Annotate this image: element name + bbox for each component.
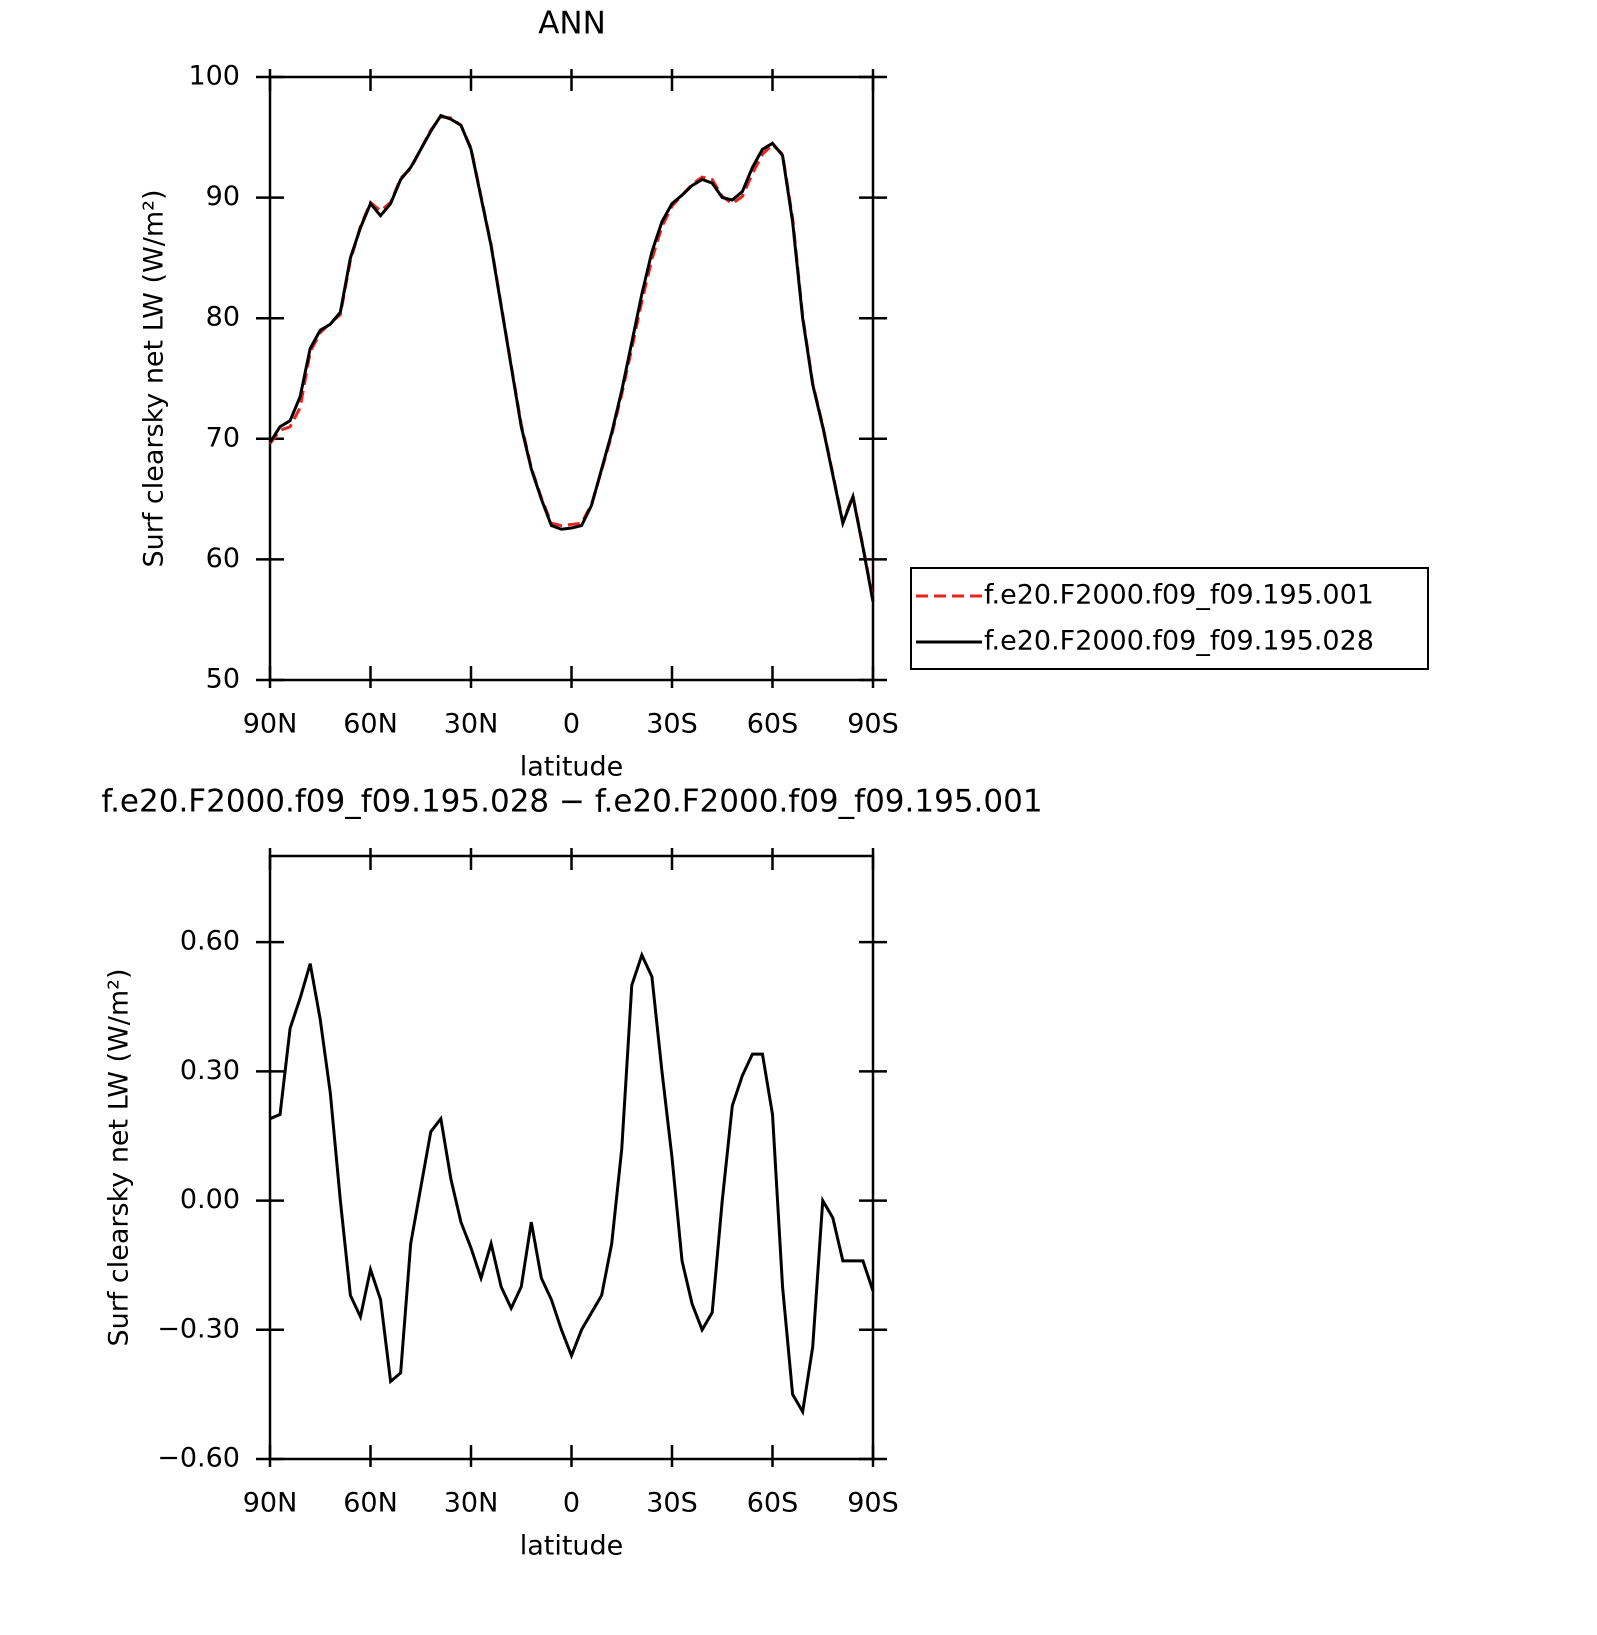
x-tick-label: 90N (243, 709, 298, 740)
chart-title: ANN (538, 6, 606, 42)
x-tick-label: 60S (747, 709, 799, 740)
y-axis-label: Surf clearsky net LW (W/m²) (104, 968, 135, 1346)
y-tick-label: 80 (206, 302, 240, 333)
x-tick-label: 0 (563, 1488, 580, 1519)
data-line (269, 951, 875, 1417)
x-tick-label: 90S (847, 1488, 899, 1519)
chart-title: f.e20.F2000.f09_f09.195.028 − f.e20.F200… (101, 784, 1042, 820)
x-tick-label: 90N (243, 1488, 298, 1519)
x-tick-label: 30S (646, 1488, 698, 1519)
plot-frame (268, 75, 875, 682)
x-tick-label: 30N (444, 709, 499, 740)
y-tick-label: 70 (206, 422, 240, 453)
x-tick-label: 90S (847, 709, 899, 740)
legend-label: f.e20.F2000.f09_f09.195.001 (984, 580, 1374, 611)
y-axis-label: Surf clearsky net LW (W/m²) (139, 189, 170, 567)
y-tick-label: −0.60 (157, 1443, 240, 1474)
y-tick-label: 60 (206, 543, 240, 574)
x-tick-label: 30N (444, 1488, 499, 1519)
y-tick-label: 50 (206, 664, 240, 695)
x-axis-label: latitude (520, 1531, 624, 1562)
x-tick-label: 60N (343, 1488, 398, 1519)
x-tick-label: 0 (563, 709, 580, 740)
data-line (268, 113, 875, 602)
x-tick-label: 30S (646, 709, 698, 740)
x-axis-label: latitude (520, 752, 624, 783)
x-tick-label: 60S (747, 1488, 799, 1519)
legend-box (910, 567, 1429, 670)
y-tick-label: 90 (206, 181, 240, 212)
y-tick-label: 100 (188, 61, 240, 92)
y-tick-label: −0.30 (157, 1313, 240, 1344)
y-tick-label: 0.30 (180, 1055, 240, 1086)
y-tick-label: 0.60 (180, 926, 240, 957)
plot-frame (268, 854, 875, 1461)
x-tick-label: 60N (343, 709, 398, 740)
legend-label: f.e20.F2000.f09_f09.195.028 (984, 626, 1374, 657)
y-tick-label: 0.00 (180, 1184, 240, 1215)
